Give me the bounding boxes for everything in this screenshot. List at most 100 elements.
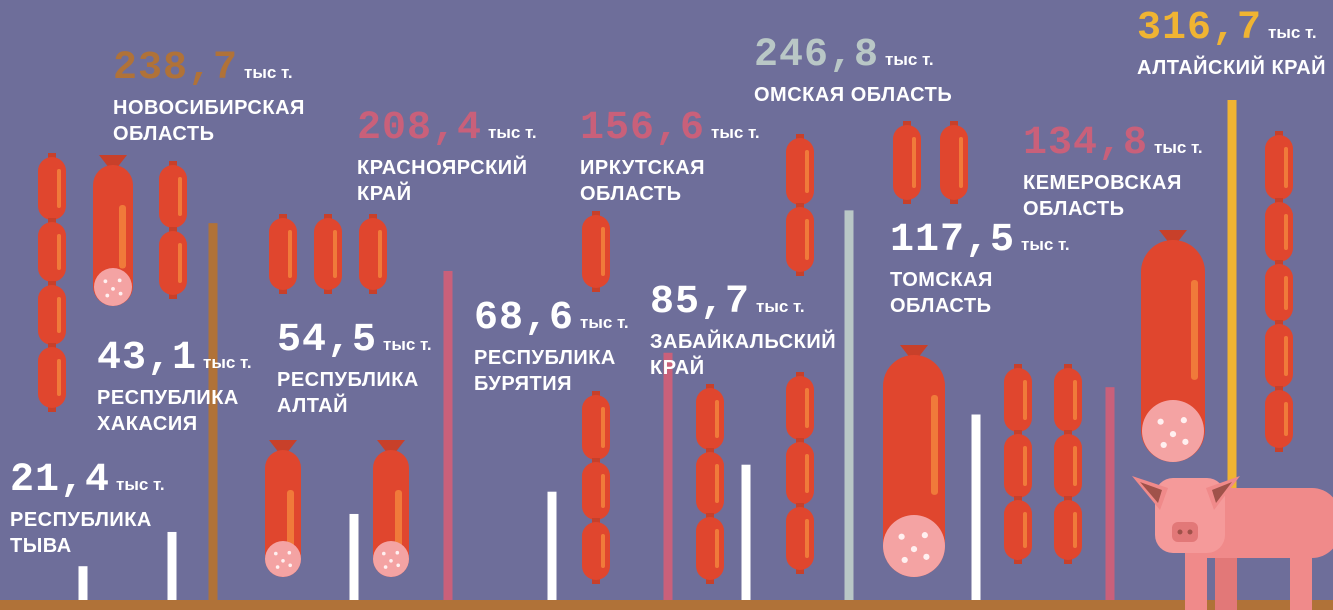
sausage-shine [1191,280,1198,380]
sausage-shine [601,534,605,568]
bar [349,513,359,600]
region-name: ОМСКАЯ ОБЛАСТЬ [754,84,953,106]
sausage-shine [178,177,182,216]
region-label: 43,1 тыс т. РЕСПУБЛИКА ХАКАСИЯ [97,336,277,437]
value-label: 316,7 [1137,6,1263,51]
bar [971,414,981,600]
sausage-link [1054,434,1082,498]
bar [78,566,88,600]
sausage-shine [601,474,605,508]
unit-label: тыс т. [1021,235,1070,254]
sausage-fat [382,551,386,556]
sausage-link [1265,324,1293,388]
sausage-fat [105,293,110,298]
sausage-link [1054,368,1082,432]
sausage-fat [389,559,393,563]
sausage-link [38,285,66,345]
region-label: 246,8 тыс т. ОМСКАЯ ОБЛАСТЬ [754,33,994,108]
value-line: 21,4 тыс т. [10,458,190,503]
sausage-link [893,125,921,200]
sausage-shine [1284,214,1288,250]
sausage-shine [1073,446,1077,486]
sausage-link [786,442,814,505]
unit-label: тыс т. [711,123,760,142]
ground [0,600,1333,610]
sausage-link [696,388,724,450]
value-line: 54,5 тыс т. [277,318,447,363]
unit-label: тыс т. [580,313,629,332]
sausage-shine [959,137,963,188]
bar [663,352,673,600]
value-label: 238,7 [113,46,239,91]
sausage-shine [178,243,182,283]
value-label: 85,7 [650,280,751,325]
region-name: РЕСПУБЛИКА АЛТАЙ [277,369,419,417]
region-name: РЕСПУБЛИКА ХАКАСИЯ [97,387,239,435]
sausage-shine [395,490,402,548]
sausage-fat [1169,431,1177,438]
region-name: ИРКУТСКАЯ ОБЛАСТЬ [580,157,706,205]
unit-label: тыс т. [1154,138,1203,157]
sausage-shine [288,230,292,278]
sausage-shine [119,205,126,269]
sausage-fat [274,551,278,556]
value-line: 43,1 тыс т. [97,336,277,381]
sausage-link [269,218,297,290]
region-label: 54,5 тыс т. РЕСПУБЛИКА АЛТАЙ [277,318,447,419]
sausage-shine [378,230,382,278]
unit-label: тыс т. [488,123,537,142]
sausage-shine [333,230,337,278]
value-line: 246,8 тыс т. [754,33,994,78]
sausage-shine [601,227,605,276]
pig-ear [1140,482,1162,503]
sausage-shine [805,519,809,558]
value-line: 156,6 тыс т. [580,106,770,151]
value-label: 134,8 [1023,121,1149,166]
value-label: 43,1 [97,336,198,381]
unit-label: тыс т. [203,353,252,372]
unit-label: тыс т. [1268,23,1317,42]
bar [1105,387,1115,600]
region-name: РЕСПУБЛИКА ТЫВА [10,509,152,557]
sausage-fat [383,565,388,569]
sausage-link [696,517,724,580]
sausage-shine [57,234,61,270]
region-name: КРАСНОЯРСКИЙ КРАЙ [357,157,528,205]
sausage-link [940,125,968,200]
sausage-shine [1023,512,1027,548]
pig [1132,476,1333,610]
region-label: 68,6 тыс т. РЕСПУБЛИКА БУРЯТИЯ [474,296,644,397]
sausage-tie [99,155,127,173]
sausage-link [1265,390,1293,448]
sausage-shine [715,464,719,503]
sausage-fat [901,556,908,564]
sausage-link [582,395,610,460]
sausage-shine [805,388,809,428]
sausage-link [786,138,814,205]
value-line: 117,5 тыс т. [890,218,1070,263]
sausage-tie [1159,230,1187,248]
sausage-big [93,165,133,306]
value-label: 54,5 [277,318,378,363]
sausage-shine [1073,512,1077,548]
sausage-shine [57,169,61,208]
sausage-link [786,507,814,570]
sausage-link [786,376,814,440]
sausage-fat [395,550,400,555]
pig-leg [1185,540,1207,610]
sausage-link [1265,202,1293,262]
unit-label: тыс т. [885,50,934,69]
unit-label: тыс т. [383,335,432,354]
region-name: АЛТАЙСКИЙ КРАЙ [1137,57,1327,79]
value-label: 208,4 [357,106,483,151]
sausage-shine [805,219,809,260]
sausage-fat [111,287,115,291]
region-label: 316,7 тыс т. АЛТАЙСКИЙ КРАЙ [1137,6,1333,81]
sausage-fat [921,532,928,539]
sausage-link [359,218,387,290]
value-line: 134,8 тыс т. [1023,121,1223,166]
bar [443,270,453,600]
sausage-fat [118,291,123,296]
sausage-shine [57,297,61,333]
